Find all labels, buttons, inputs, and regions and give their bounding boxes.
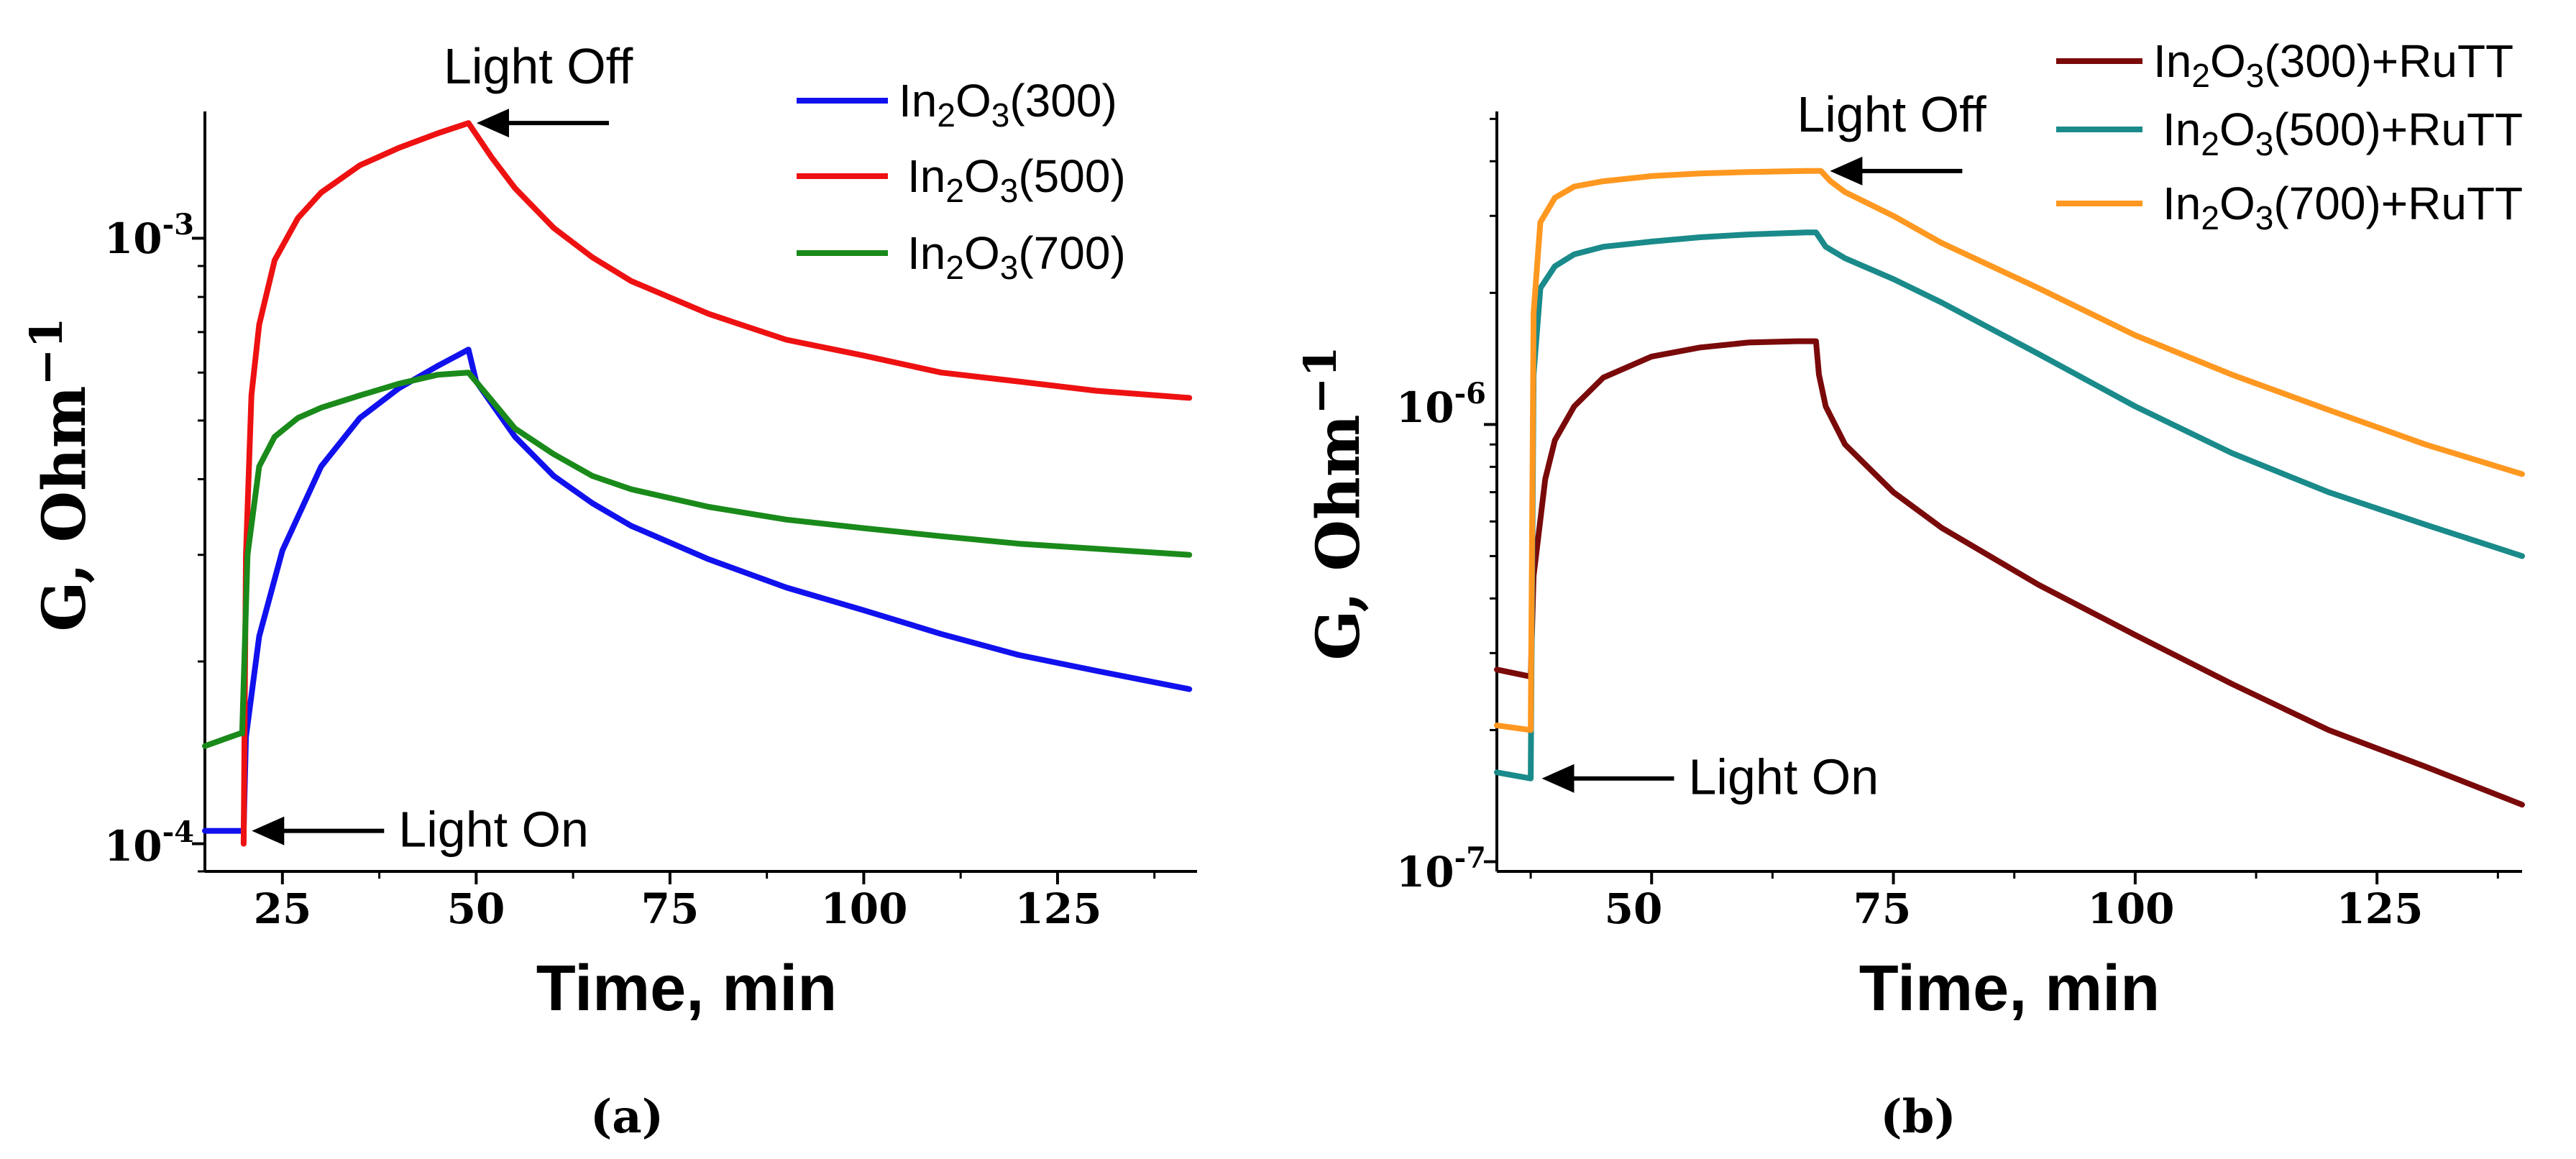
x-tick-label-b-100: 100 (2087, 884, 2174, 933)
series-layer-b (1494, 168, 2525, 808)
y-tick-label-a-1e-4: 10-4 (104, 815, 194, 871)
chart-panel-b: 10-7 10-6 50 75 100 125 Time, min G, Ohm… (1294, 35, 2525, 1144)
annotation-arrow-head (1830, 156, 1863, 185)
legend-label-a-300: In2O3(300) (899, 75, 1117, 134)
tick-marks-a (192, 237, 1156, 884)
annotation-label: Light On (398, 802, 589, 858)
y-axis-title-b: G, Ohm−1 (1294, 346, 1373, 660)
legend-label-a-700: In2O3(700) (907, 227, 1126, 286)
series-line-in2o3-500-rutt (1494, 229, 2525, 782)
annotation-arrow-head (252, 816, 285, 846)
annotation-arrow-head (476, 109, 509, 138)
x-tick-label-a-100: 100 (820, 884, 907, 933)
annotations-b: Light Off Light On (1541, 86, 1986, 805)
y-tick-label-b-1e-7: 10-7 (1396, 841, 1486, 897)
x-axis-title-a: Time, min (536, 953, 837, 1025)
y-tick-label-a-1e-3: 10-3 (104, 208, 194, 263)
caption-b: (b) (1880, 1090, 1956, 1144)
legend-b: In2O3(300)+RuTT In2O3(500)+RuTT In2O3(70… (2056, 35, 2523, 237)
x-axis-title-b: Time, min (1859, 953, 2160, 1025)
x-tick-label-a-25: 25 (254, 884, 312, 933)
chart-panel-a: 10-4 10-3 25 50 75 100 125 Time, min G, … (20, 38, 1197, 1144)
series-line-in2o3-500- (240, 120, 1193, 847)
tick-marks-b (1484, 117, 2499, 884)
x-tick-label-b-75: 75 (1853, 884, 1912, 933)
x-tick-label-a-50: 50 (447, 884, 505, 933)
y-tick-label-b-1e-6: 10-6 (1396, 377, 1486, 432)
y-axis-title-a: G, Ohm−1 (20, 317, 99, 631)
annotation-label: Light Off (1797, 86, 1986, 142)
annotation-label: Light Off (444, 38, 633, 94)
x-tick-label-b-125: 125 (2336, 884, 2423, 933)
legend-label-b-700: In2O3(700)+RuTT (2163, 178, 2523, 237)
caption-a: (a) (590, 1090, 664, 1144)
annotations-a: Light Off Light On (252, 38, 633, 858)
series-line-in2o3-300- (202, 347, 1193, 834)
annotation-arrow-head (1541, 764, 1575, 793)
x-tick-label-a-75: 75 (641, 884, 700, 933)
series-line-in2o3-300-rutt (1494, 338, 2525, 808)
series-line-in2o3-700- (202, 370, 1193, 749)
legend-label-b-300: In2O3(300)+RuTT (2153, 35, 2513, 94)
series-line-in2o3-700-rutt (1494, 168, 2525, 733)
x-tick-label-b-50: 50 (1605, 884, 1663, 933)
series-layer-a (202, 120, 1193, 847)
legend-label-b-500: In2O3(500)+RuTT (2163, 104, 2523, 162)
legend-a: In2O3(300) In2O3(500) In2O3(700) (797, 75, 1126, 286)
legend-label-a-500: In2O3(500) (907, 150, 1126, 209)
x-tick-label-a-125: 125 (1014, 884, 1101, 933)
annotation-label: Light On (1689, 749, 1879, 805)
